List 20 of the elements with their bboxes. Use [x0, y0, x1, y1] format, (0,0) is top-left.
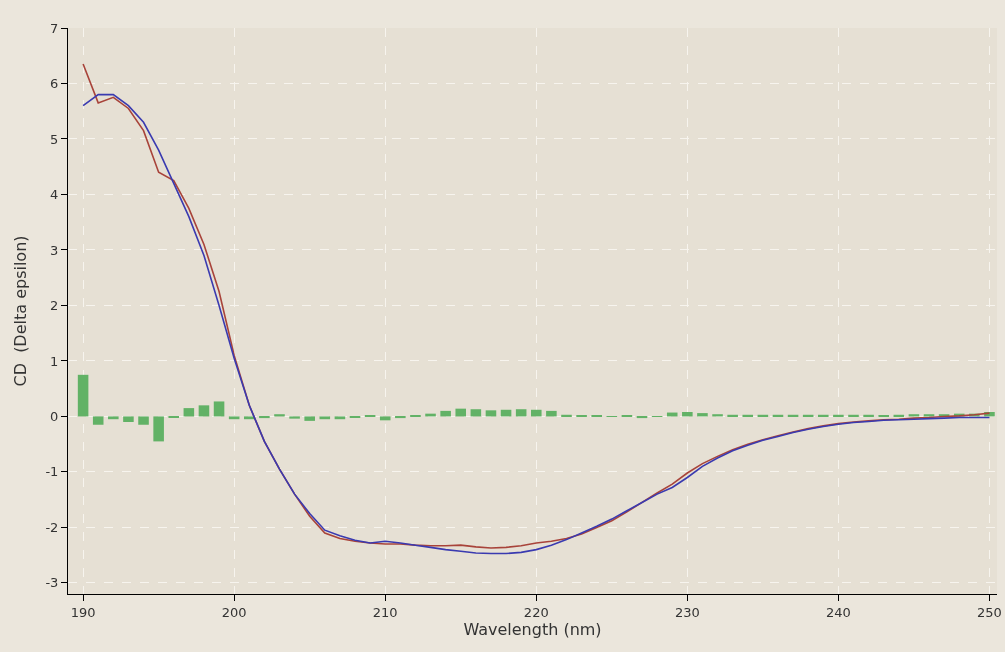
- y-tick-label: 1: [50, 353, 59, 369]
- x-axis-title: Wavelength (nm): [463, 619, 602, 639]
- x-tick-label: 230: [674, 604, 700, 620]
- x-tick-label: 220: [523, 604, 549, 620]
- y-tick-label: 4: [50, 187, 59, 203]
- y-axis-title: CD (Delta epsilon): [11, 235, 30, 387]
- y-tick-label: -3: [45, 575, 59, 591]
- x-tick-label: 240: [825, 604, 851, 620]
- y-tick-label: 7: [50, 20, 59, 36]
- y-tick-label: 6: [50, 76, 59, 92]
- y-tick-label: 5: [50, 131, 59, 147]
- x-tick-label: 200: [221, 604, 247, 620]
- y-tick-label: 3: [50, 242, 59, 258]
- x-tick-label: 190: [70, 604, 96, 620]
- y-tick-label: 2: [50, 298, 59, 313]
- y-tick-label: -1: [45, 464, 59, 480]
- y-tick-label: 0: [50, 408, 59, 424]
- x-tick-label: 210: [372, 604, 398, 620]
- x-tick-label: 250: [977, 604, 1002, 620]
- y-tick-label: -2: [45, 519, 59, 535]
